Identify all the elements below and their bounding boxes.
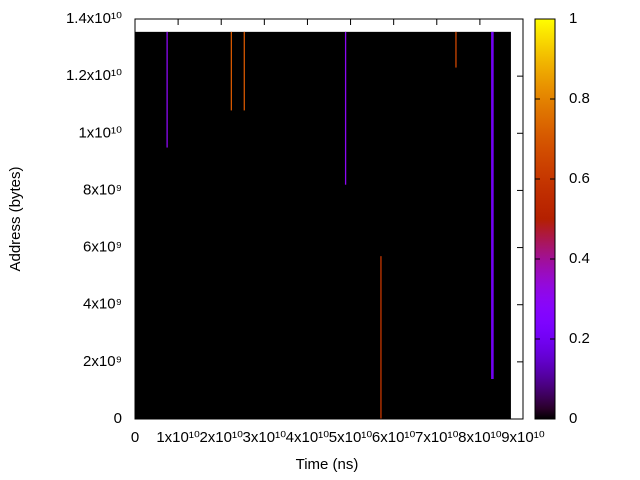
heatmap-cell [344,31,347,185]
y-tick-label: 8x10⁹ [83,181,122,198]
heatmap-cell [243,31,245,111]
x-axis-label: Time (ns) [296,456,359,473]
x-tick-label: 5x10¹⁰ [329,429,373,446]
heatmap-cell [380,256,382,419]
colorbar-tick-label: 0.6 [569,170,590,187]
y-axis-label: Address (bytes) [7,166,24,271]
x-tick-label: 1x10¹⁰ [156,429,200,446]
colorbar-tick-label: 0 [569,410,577,427]
x-tick-label: 9x10¹⁰ [501,429,545,446]
x-tick-label: 6x10¹⁰ [372,429,416,446]
colorbar [534,18,556,420]
x-tick-label: 7x10¹⁰ [415,429,459,446]
x-tick-label: 0 [131,429,139,446]
y-tick-label: 1.4x10¹⁰ [66,10,122,27]
y-tick-label: 0 [114,410,122,427]
heatmap-cell [455,31,457,68]
colorbar-tick-label: 1 [569,10,577,27]
colorbar-tick-label: 0.8 [569,90,590,107]
heatmap-cell [491,31,494,379]
y-tick-label: 4x10⁹ [83,296,122,313]
y-tick-label: 1.2x10¹⁰ [66,67,122,84]
colorbar-tick-label: 0.4 [569,250,590,267]
x-tick-label: 4x10¹⁰ [286,429,330,446]
x-tick-label: 3x10¹⁰ [243,429,287,446]
x-tick-label: 8x10¹⁰ [458,429,502,446]
plot-frame [134,18,524,420]
heatmap-cell [230,31,232,111]
heatmap-cell [135,31,511,419]
y-tick-label: 2x10⁹ [83,353,122,370]
y-tick-label: 6x10⁹ [83,239,122,256]
colorbar-tick-label: 0.2 [569,330,590,347]
x-tick-label: 2x10¹⁰ [199,429,243,446]
y-tick-label: 1x10¹⁰ [78,124,122,141]
heatmap-cell [166,31,168,148]
